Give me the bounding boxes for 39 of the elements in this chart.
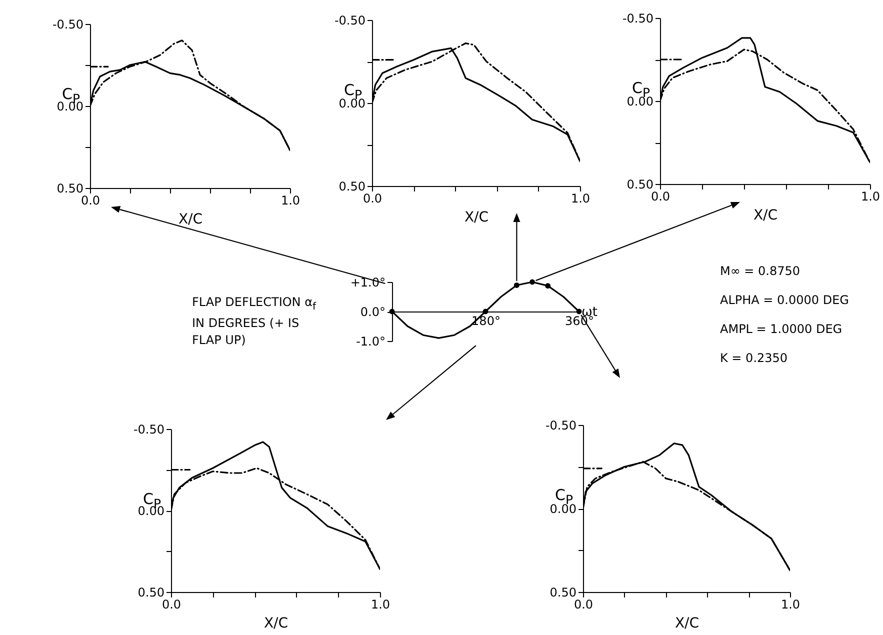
y-tick-label: 0.00: [56, 100, 84, 114]
point: [530, 279, 535, 285]
point: [482, 308, 488, 314]
x-tick-label: 1.0: [370, 598, 390, 612]
text: AMPL = 1.0000 DEG: [720, 322, 842, 336]
point: [576, 308, 582, 314]
y-tick-label: 0.50: [550, 586, 576, 600]
x-tick-label: 1.0: [280, 194, 300, 208]
text: M∞ = 0.8750: [720, 264, 800, 278]
y-tick-label: 0.50: [338, 180, 366, 194]
x-axis-title: X/C: [674, 616, 700, 632]
x-tick-label: 0.0: [162, 598, 182, 612]
x-tick-label: 0.0: [80, 194, 100, 208]
y-tick-label: 0.50: [138, 586, 164, 600]
point: [514, 282, 520, 288]
x-tick-label: 1.0: [780, 598, 800, 612]
y-tick-label: 0.0°: [360, 305, 386, 319]
x-tick-label: 1.0: [860, 190, 880, 204]
y-tick-label: -0.50: [133, 422, 164, 436]
y-tick-label: -0.50: [622, 12, 654, 26]
y-tick-label: 0.50: [56, 182, 84, 196]
x-axis-title: X/C: [264, 616, 288, 632]
y-tick-label: -1.0°: [356, 334, 386, 348]
text: K = 0.2350: [720, 351, 788, 365]
y-tick-label: -0.50: [545, 418, 576, 432]
y-tick-label: +1.0°: [350, 276, 386, 290]
point: [545, 283, 551, 289]
x-axis-title: X/C: [464, 210, 489, 226]
x-tick-label: 0.0: [362, 192, 382, 206]
y-tick-label: 0.50: [626, 178, 654, 192]
x-tick-label: 0.0: [650, 190, 670, 204]
text: FLAP DEFLECTION α$_{f}$ IN DEGREES (+ IS FLAP UP): [192, 295, 316, 348]
x-tick-label: 0.0: [574, 598, 594, 612]
x-tick-label: 1.0: [570, 192, 590, 206]
x-axis-title: X/C: [753, 208, 778, 224]
text: ALPHA = 0.0000 DEG: [720, 293, 849, 307]
y-tick-label: -0.50: [52, 18, 84, 32]
y-tick-label: -0.50: [334, 14, 366, 28]
x-axis-title: X/C: [178, 212, 203, 228]
